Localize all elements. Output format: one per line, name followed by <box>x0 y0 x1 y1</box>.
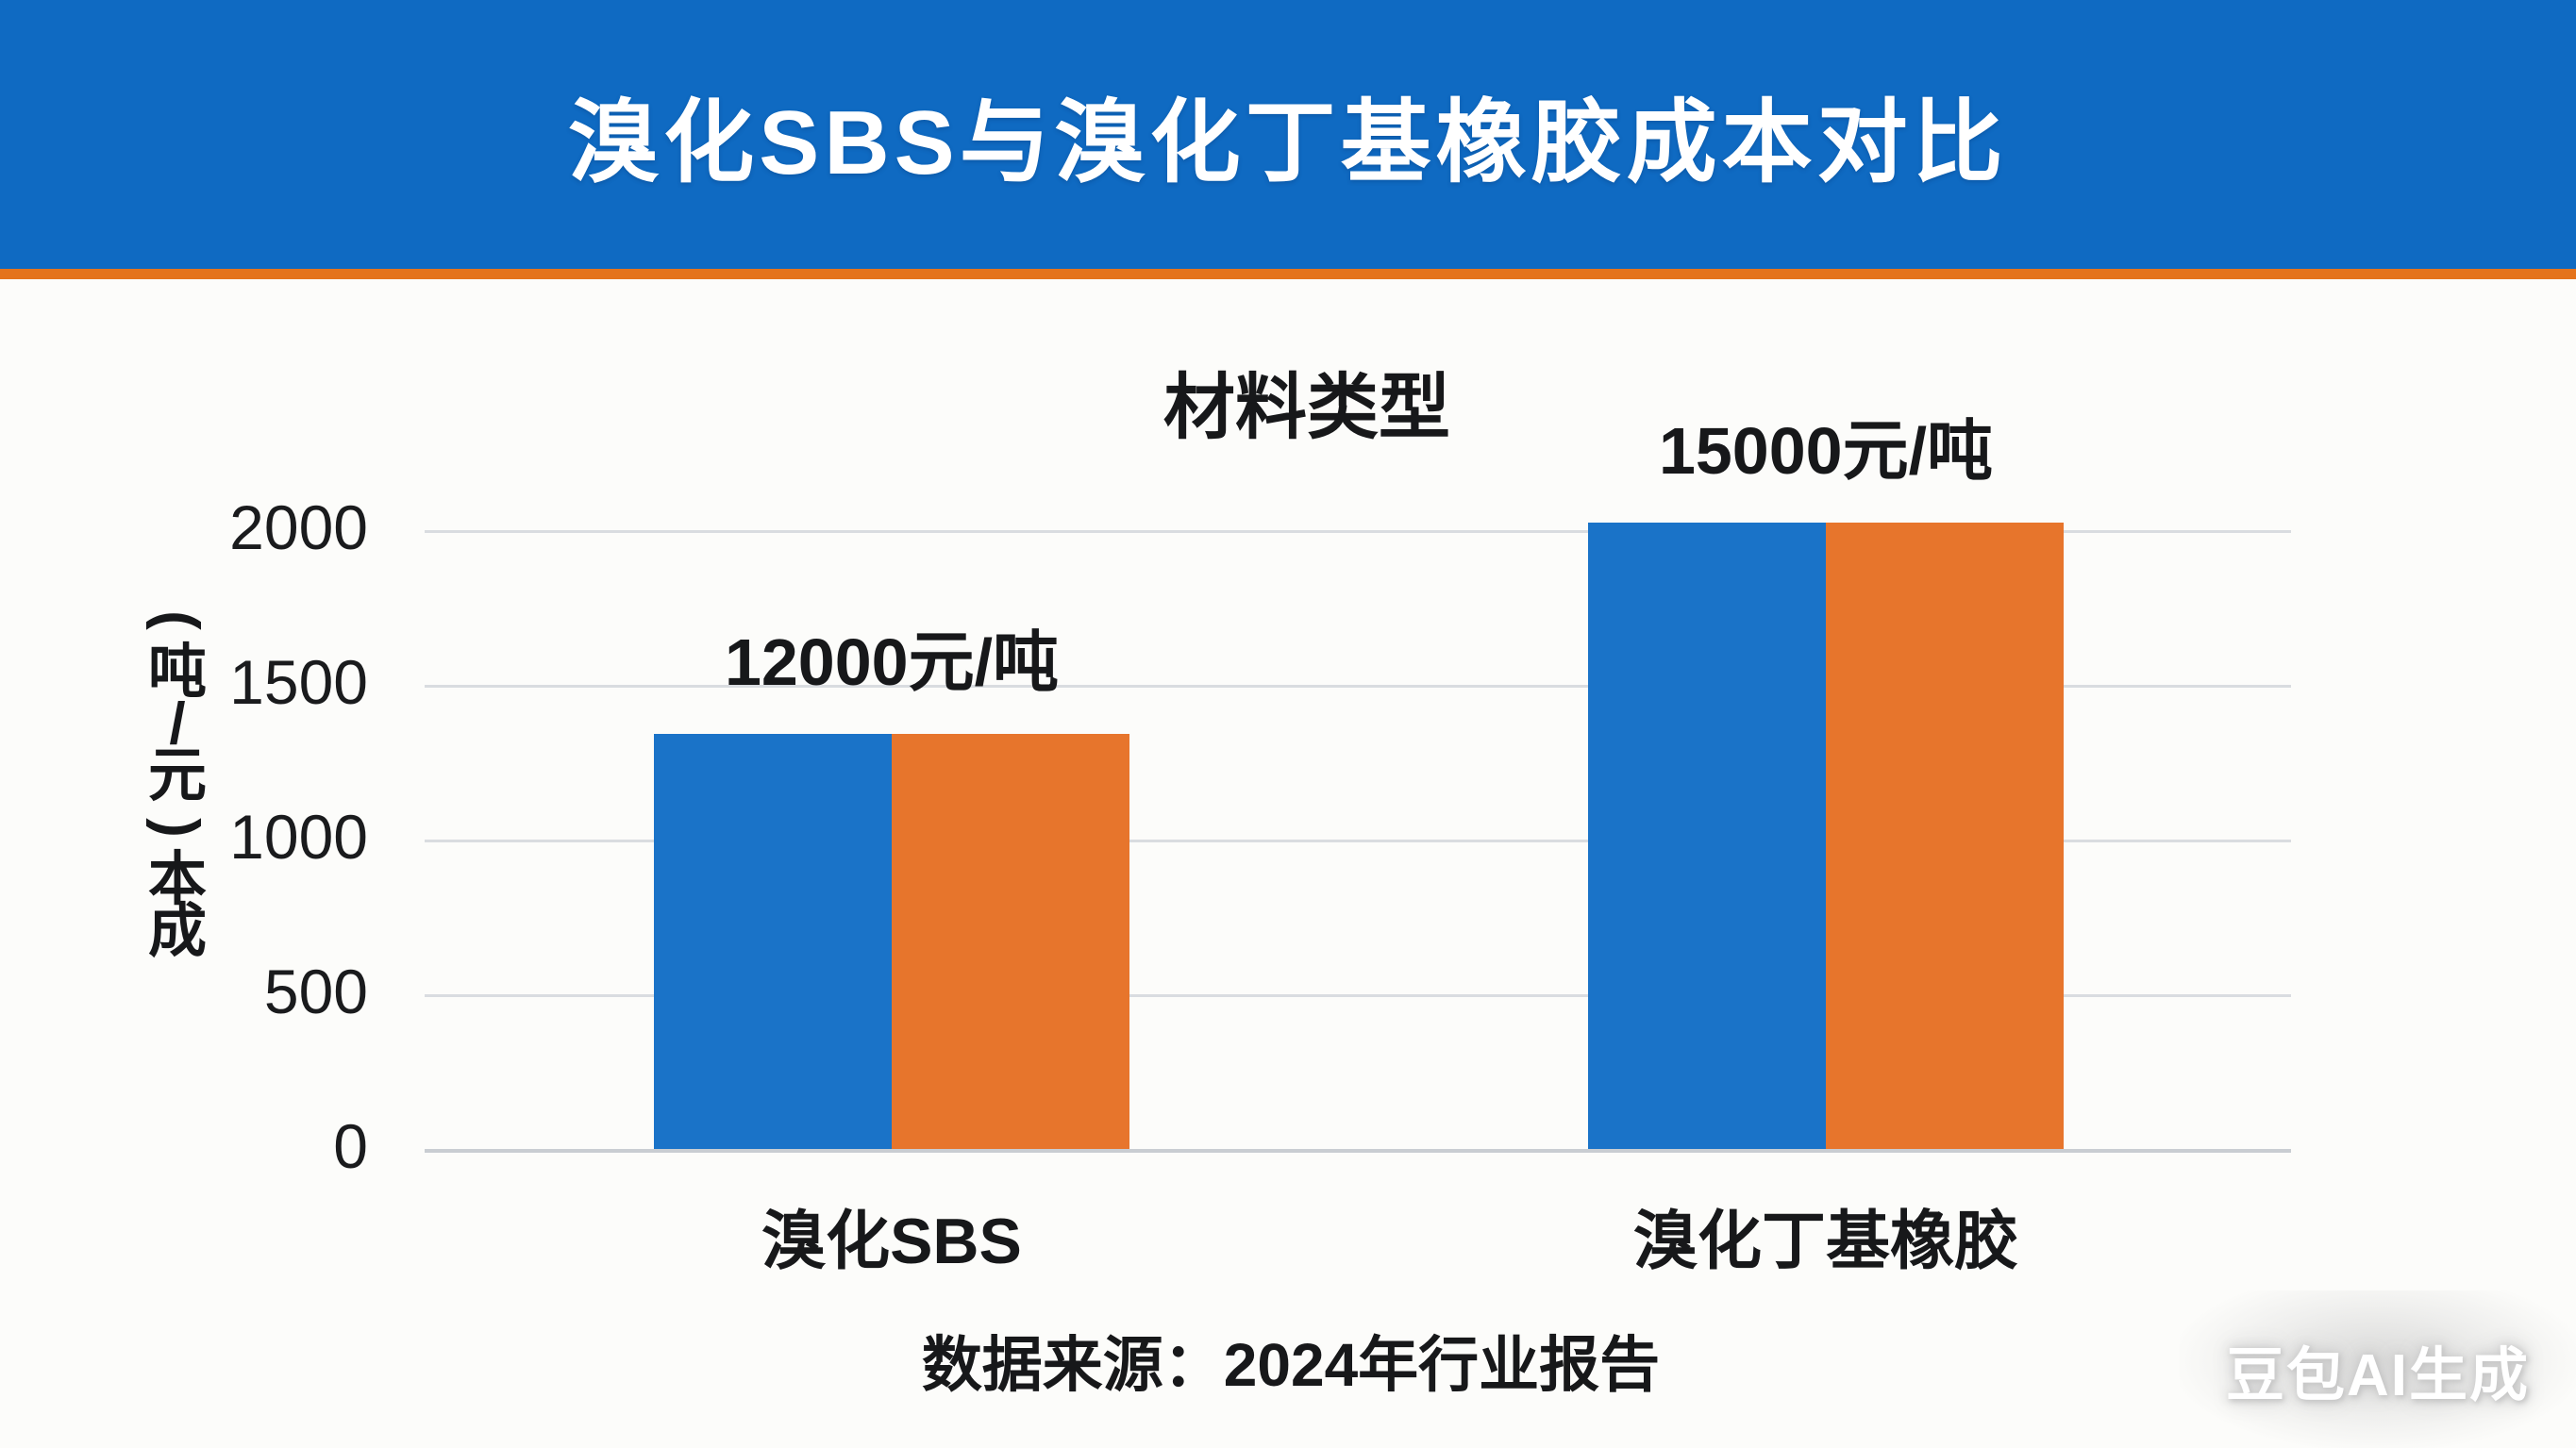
watermark-text: 豆包AI生成 <box>2225 1342 2530 1408</box>
y-axis-title-char: ( <box>144 610 210 630</box>
chart-title: 材料类型 <box>1163 368 1450 448</box>
gridline-1000 <box>425 840 2291 842</box>
bar-blue-bar-2 <box>1588 523 1826 1149</box>
gridline-0 <box>425 1149 2291 1153</box>
y-tick-label-1500: 1500 <box>229 646 368 717</box>
source-note: 数据来源：2024年行业报告 <box>921 1331 1661 1399</box>
gridline-1500 <box>425 685 2291 688</box>
y-axis-title-char: 元 <box>147 743 207 808</box>
gridline-2000 <box>425 530 2291 533</box>
y-axis-title-char: / <box>169 691 186 757</box>
x-category-label-2: 溴化丁基橡胶 <box>1632 1206 2018 1277</box>
y-axis-title: (吨 / 元) 本成 <box>134 594 221 964</box>
header-banner: 溴化SBS与溴化丁基橡胶成本对比 <box>0 0 2576 269</box>
page-title: 溴化SBS与溴化丁基橡胶成本对比 <box>568 92 2008 193</box>
bar-value-label-2: 15000元/吨 <box>1658 414 1994 488</box>
y-axis-title-char: 成 <box>147 899 207 964</box>
y-axis-title-char: 本 <box>147 847 207 912</box>
y-tick-label-1000: 1000 <box>229 801 368 872</box>
bar-blue-bar-1 <box>654 734 892 1149</box>
bar-value-label-1: 12000元/吨 <box>724 625 1060 699</box>
x-category-label-1: 溴化SBS <box>761 1206 1022 1277</box>
bar-orange-bar-1 <box>892 734 1129 1149</box>
y-axis-title-char: 吨 <box>147 640 207 705</box>
y-tick-label-0: 0 <box>333 1110 368 1181</box>
gridline-500 <box>425 994 2291 997</box>
y-tick-label-2000: 2000 <box>229 491 368 562</box>
header-accent-stripe <box>0 269 2576 279</box>
y-tick-label-500: 500 <box>263 956 368 1026</box>
watermark: 豆包AI生成 <box>2180 1290 2576 1448</box>
bar-orange-bar-2 <box>1826 523 2064 1149</box>
